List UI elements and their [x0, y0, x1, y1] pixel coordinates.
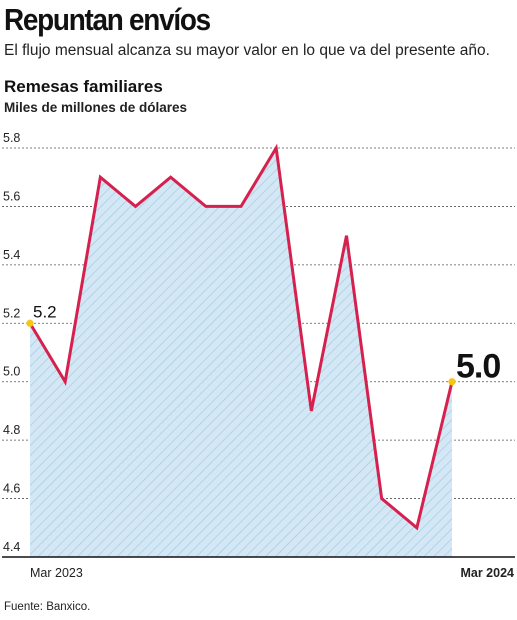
y-tick-label: 5.6	[3, 189, 20, 203]
series-line	[28, 143, 454, 531]
chart-title: Remesas familiares	[4, 77, 163, 96]
area-layer	[30, 148, 452, 557]
y-tick-label: 4.4	[3, 540, 20, 554]
y-tick-label: 4.6	[3, 482, 20, 496]
x-tick-label-end: Mar 2024	[460, 566, 514, 580]
series-area	[30, 148, 452, 557]
subheadline: El flujo mensual alcanza su mayor valor …	[4, 42, 490, 59]
label-layer: 5.2 5.0 Mar 2023 Mar 2024	[30, 302, 514, 580]
source-note: Fuente: Banxico.	[4, 601, 91, 613]
y-axis-unit-label: Miles de millones de dólares	[4, 100, 188, 115]
y-tick-label: 5.8	[3, 131, 20, 145]
data-point-first	[26, 319, 34, 327]
data-point-last	[448, 378, 456, 386]
y-tick-label: 5.0	[3, 365, 20, 379]
y-tick-label: 4.8	[3, 423, 20, 437]
axis-layer: 4.4 4.6 4.8 5.0 5.2 5.4 5.6 5.8	[2, 131, 515, 558]
data-label-last: 5.0	[456, 348, 500, 386]
data-label-first: 5.2	[33, 302, 57, 321]
headline: Repuntan envíos	[4, 2, 211, 37]
y-tick-label: 5.2	[3, 306, 20, 320]
line-layer	[26, 143, 456, 531]
y-tick-label: 5.4	[3, 248, 20, 262]
x-tick-label-start: Mar 2023	[30, 566, 83, 580]
